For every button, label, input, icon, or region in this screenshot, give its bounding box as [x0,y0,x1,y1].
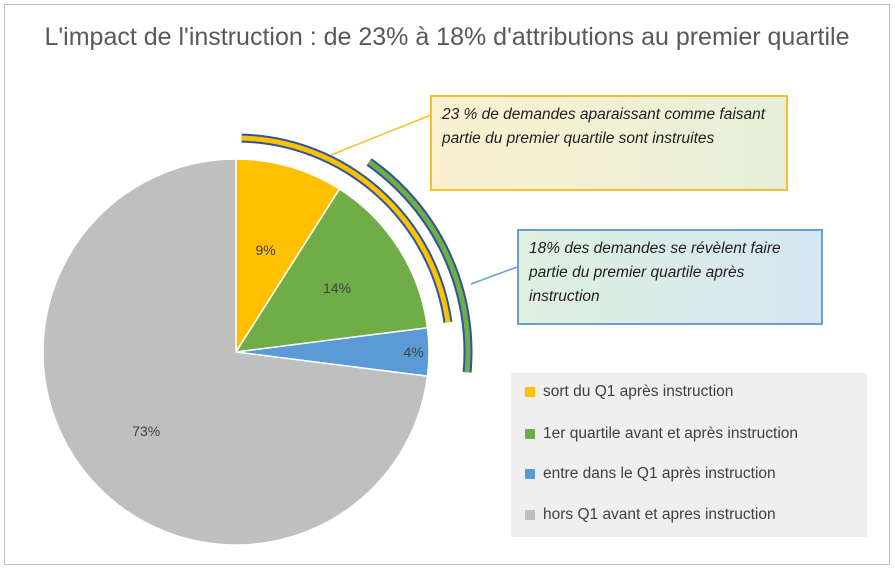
legend-label: sort du Q1 après instruction [543,383,734,400]
legend-item-1er-quartile: 1er quartile avant et après instruction [525,423,798,445]
legend-item-entre-dans-q1: entre dans le Q1 après instruction [525,463,776,485]
legend-swatch [525,469,535,479]
legend-swatch [525,429,535,439]
legend-swatch [525,510,535,520]
slice-sort-du-q1 [235,158,341,355]
callout-18-percent: 18% des demandes se révèlent faire parti… [517,229,823,325]
slice-labels: 9% 14% 4% 73% [132,242,423,439]
slice-label-4: 4% [403,344,423,360]
bracket-23-arc [241,135,451,323]
slice-hors-q1 [42,158,429,546]
chart-title: L'impact de l'instruction : de 23% à 18%… [44,23,850,51]
slice-label-9: 9% [255,242,275,258]
chart-frame: L'impact de l'instruction : de 23% à 18%… [4,4,890,565]
leader-line-18 [470,266,518,285]
legend-label: 1er quartile avant et après instruction [543,425,799,442]
bracket-18-arc [367,159,471,373]
legend-item-hors-q1: hors Q1 avant et apres instruction [525,504,776,526]
slice-label-14: 14% [323,280,351,296]
legend-label: hors Q1 avant et apres instruction [543,506,776,523]
slice-label-73: 73% [132,423,160,439]
slice-1er-quartile [234,188,429,353]
leader-line-23 [330,114,432,156]
callout-23-percent: 23 % de demandes aparaissant comme faisa… [430,95,788,191]
legend-label: entre dans le Q1 après instruction [543,465,776,482]
legend-item-sort-du-q1: sort du Q1 après instruction [525,381,733,403]
legend-swatch [525,387,535,397]
pie-slices [42,158,430,546]
bracket-arcs [241,133,473,373]
callout-leader-lines [330,114,518,285]
pie-chart: 9% 14% 4% 73% [42,114,518,546]
chart-legend: sort du Q1 après instruction 1er quartil… [511,373,867,537]
